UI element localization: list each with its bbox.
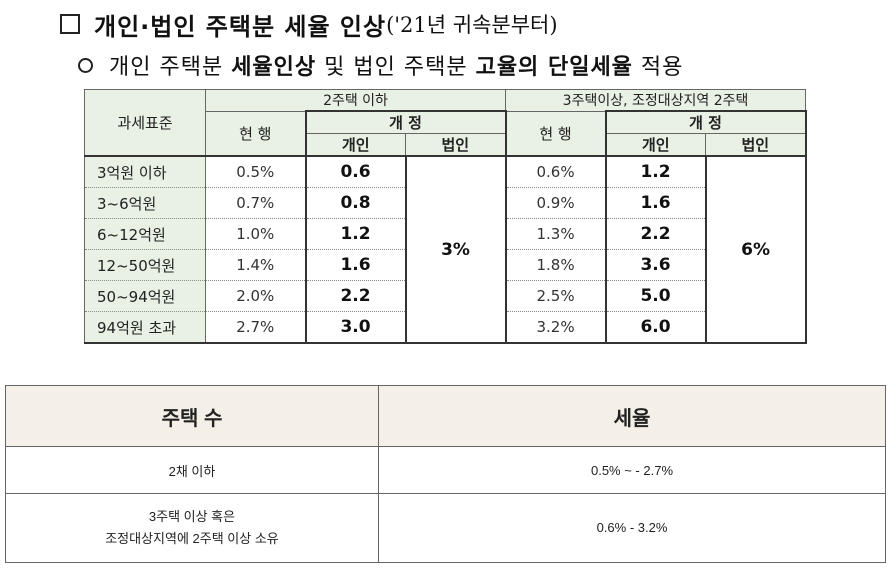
rate-column-header: 세율 [378, 385, 886, 447]
group2-individual-cell: 3.6 [604, 249, 707, 281]
circle-bullet-icon [78, 57, 93, 73]
subheading-bold1: 세율인상 [231, 55, 317, 80]
group1-individual-cell: 0.6 [304, 155, 406, 188]
summary-table: 주택 수 세율 2채 이하 0.5% ~ - 2.7% 3주택 이상 혹은 조정… [5, 385, 886, 563]
houses-line: 조정대상지역에 2주택 이상 소유 [105, 531, 279, 546]
rate-cell: 0.5% ~ - 2.7% [378, 446, 886, 494]
group1-current-cell: 2.0% [205, 280, 306, 312]
houses-cell: 3주택 이상 혹은 조정대상지역에 2주택 이상 소유 [5, 493, 379, 563]
tax-rate-table: 과세표준 2주택 이하 3주택이상, 조정대상지역 2주택 현 행 개 정 현 … [84, 89, 807, 344]
group2-current-cell: 1.8% [505, 249, 607, 281]
houses-line: 3주택 이상 혹은 [148, 509, 236, 524]
group1-corporate-header: 법인 [404, 133, 507, 157]
group2-individual-cell: 1.2 [604, 155, 707, 188]
table-row: 3~6억원 0.7% 0.8 0.9% 1.6 [84, 187, 806, 219]
bracket-header: 과세표준 [84, 89, 206, 157]
group2-header: 3주택이상, 조정대상지역 2주택 [505, 89, 807, 112]
group2-current-header: 현 행 [505, 110, 607, 157]
houses-line: 2채 이하 [168, 463, 216, 479]
group2-individual-cell: 5.0 [604, 280, 707, 312]
subheading-part3: 적용 [632, 55, 684, 80]
group1-corporate-cell: 3% [404, 155, 507, 344]
table-row: 3주택 이상 혹은 조정대상지역에 2주택 이상 소유 0.6% - 3.2% [5, 493, 886, 563]
subheading-part2: 및 법인 주택분 [316, 55, 476, 80]
group2-individual-cell: 2.2 [604, 218, 707, 250]
group1-current-cell: 0.7% [205, 187, 306, 219]
group2-current-cell: 2.5% [505, 280, 607, 312]
checkbox-icon [60, 14, 80, 34]
bracket-cell: 50~94억원 [84, 280, 206, 312]
section-heading: 개인·법인 주택분 세율 인상 ('21년 귀속분부터) [60, 6, 558, 42]
group1-current-cell: 1.4% [205, 249, 306, 281]
group2-individual-header: 개인 [604, 133, 707, 157]
group2-current-cell: 0.6% [505, 155, 607, 188]
group1-individual-cell: 3.0 [304, 311, 406, 344]
houses-column-header: 주택 수 [5, 385, 379, 447]
rate-cell: 0.6% - 3.2% [378, 493, 886, 563]
group1-revised-header: 개 정 [304, 110, 507, 134]
subheading-bold2: 고율의 단일세율 [475, 55, 633, 80]
group1-header: 2주택 이하 [204, 89, 507, 112]
group2-corporate-cell: 6% [704, 155, 807, 344]
group1-individual-cell: 2.2 [304, 280, 406, 312]
group2-corporate-header: 법인 [705, 133, 807, 157]
group2-revised-header: 개 정 [604, 110, 807, 134]
group1-individual-cell: 1.6 [304, 249, 406, 281]
group1-individual-cell: 1.2 [304, 218, 406, 250]
table-row: 94억원 초과 2.7% 3.0 3.2% 6.0 [84, 311, 806, 344]
group2-current-cell: 0.9% [505, 187, 607, 219]
group1-current-cell: 2.7% [205, 311, 306, 344]
table-row: 12~50억원 1.4% 1.6 1.8% 3.6 [84, 249, 806, 281]
subheading-part1: 개인 주택분 [109, 55, 232, 80]
group2-current-cell: 3.2% [505, 311, 607, 344]
bracket-cell: 94억원 초과 [84, 311, 206, 344]
group2-individual-cell: 6.0 [604, 311, 707, 344]
subsection-heading: 개인 주택분 세율인상 및 법인 주택분 고율의 단일세율 적용 [78, 48, 683, 82]
group2-current-cell: 1.3% [505, 218, 607, 250]
group1-current-cell: 1.0% [205, 218, 306, 250]
group1-current-header: 현 행 [205, 110, 306, 157]
table-row: 6~12억원 1.0% 1.2 1.3% 2.2 [84, 218, 806, 250]
houses-cell: 2채 이하 [5, 446, 379, 494]
bracket-cell: 12~50억원 [84, 249, 206, 281]
group1-individual-header: 개인 [304, 133, 406, 157]
table-row: 3억원 이하 0.5% 0.6 3% 0.6% 1.2 6% [84, 155, 807, 344]
group2-individual-cell: 1.6 [604, 187, 707, 219]
table-row: 2채 이하 0.5% ~ - 2.7% [5, 446, 886, 494]
table-row: 50~94억원 2.0% 2.2 2.5% 5.0 [84, 280, 806, 312]
bracket-cell: 6~12억원 [84, 218, 206, 250]
group1-current-cell: 0.5% [205, 155, 306, 188]
section-heading-text: 개인·법인 주택분 세율 인상 [94, 12, 387, 41]
group1-individual-cell: 0.8 [304, 187, 406, 219]
section-heading-note: ('21년 귀속분부터) [386, 13, 558, 37]
bracket-cell: 3억원 이하 [84, 155, 206, 188]
bracket-cell: 3~6억원 [84, 187, 206, 219]
